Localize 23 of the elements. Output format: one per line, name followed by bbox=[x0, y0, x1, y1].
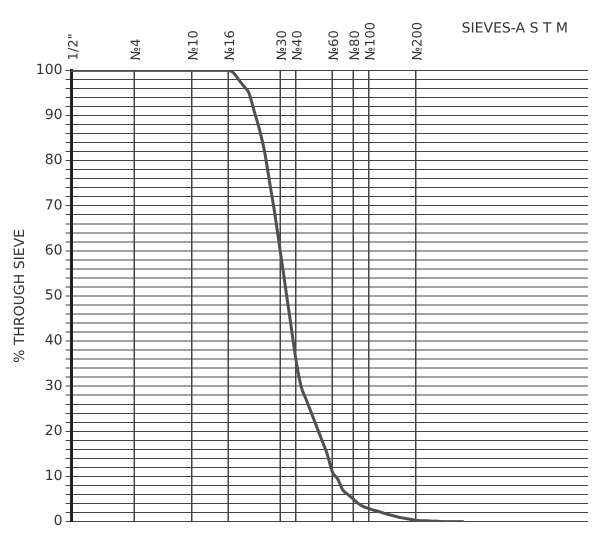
x-axis-title: SIEVES-A S T M bbox=[462, 20, 568, 37]
x-tick-label: №100 bbox=[364, 22, 379, 60]
x-tick-label: №10 bbox=[186, 30, 202, 60]
y-tick-label: 40 bbox=[44, 332, 63, 349]
y-tick-label: 80 bbox=[44, 152, 63, 168]
y-tick-label: 90 bbox=[44, 107, 63, 124]
x-tick-label: №60 bbox=[327, 30, 342, 60]
y-tick-label: 10 bbox=[44, 468, 63, 484]
y-axis-title: % THROUGH SIEVE bbox=[12, 229, 28, 363]
y-tick-label: 0 bbox=[54, 513, 63, 530]
x-tick-label: №200 bbox=[410, 22, 426, 60]
y-tick-label: 70 bbox=[44, 197, 63, 214]
x-tick-label: №80 bbox=[348, 30, 364, 60]
y-tick-label: 20 bbox=[44, 422, 63, 439]
x-tick-label: 1/2" bbox=[66, 33, 82, 60]
x-tick-label: №16 bbox=[222, 30, 238, 60]
x-tick-label: №30 bbox=[274, 30, 290, 60]
x-tick-label: №4 bbox=[128, 38, 144, 60]
y-tick-label: 50 bbox=[44, 288, 63, 304]
x-tick-label: №40 bbox=[290, 30, 306, 60]
y-tick-label: 30 bbox=[44, 378, 63, 394]
y-tick-label: 100 bbox=[36, 62, 63, 78]
y-tick-label: 60 bbox=[44, 242, 63, 258]
